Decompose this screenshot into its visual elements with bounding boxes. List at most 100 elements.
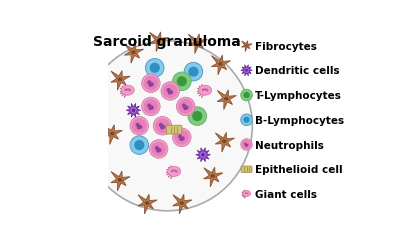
Circle shape — [172, 128, 191, 147]
Circle shape — [244, 68, 249, 74]
Circle shape — [181, 137, 185, 141]
Circle shape — [179, 138, 183, 141]
Circle shape — [144, 76, 158, 91]
Circle shape — [177, 77, 187, 87]
Circle shape — [149, 140, 168, 158]
Circle shape — [150, 64, 160, 74]
Circle shape — [244, 193, 246, 194]
Ellipse shape — [243, 191, 250, 197]
Circle shape — [184, 63, 203, 82]
Circle shape — [146, 59, 164, 78]
Polygon shape — [241, 66, 252, 76]
Ellipse shape — [218, 63, 223, 66]
Circle shape — [150, 106, 154, 110]
Circle shape — [151, 142, 166, 157]
Circle shape — [188, 108, 206, 126]
Ellipse shape — [180, 202, 184, 205]
Circle shape — [137, 126, 141, 130]
Text: Epithelioid cell: Epithelioid cell — [255, 164, 343, 174]
Circle shape — [178, 135, 182, 139]
Ellipse shape — [156, 40, 161, 44]
Circle shape — [246, 144, 248, 147]
Circle shape — [156, 149, 160, 153]
Circle shape — [172, 73, 191, 91]
Circle shape — [241, 139, 252, 151]
FancyBboxPatch shape — [166, 126, 182, 134]
Circle shape — [243, 117, 250, 123]
Circle shape — [204, 89, 207, 92]
Circle shape — [241, 114, 252, 126]
Polygon shape — [138, 194, 157, 214]
Circle shape — [161, 125, 166, 130]
Circle shape — [127, 89, 130, 92]
Polygon shape — [103, 125, 122, 145]
Polygon shape — [126, 104, 141, 118]
Circle shape — [169, 91, 173, 95]
Circle shape — [168, 91, 172, 95]
Circle shape — [136, 123, 140, 127]
Circle shape — [150, 83, 154, 87]
Text: Dendritic cells: Dendritic cells — [255, 66, 340, 76]
Circle shape — [246, 192, 248, 194]
Ellipse shape — [131, 51, 136, 55]
Polygon shape — [215, 133, 234, 152]
Polygon shape — [242, 42, 252, 52]
Polygon shape — [188, 35, 208, 54]
Circle shape — [159, 123, 163, 127]
Ellipse shape — [224, 98, 228, 101]
Text: B-Lymphocytes: B-Lymphocytes — [255, 115, 344, 125]
Circle shape — [188, 67, 198, 78]
Circle shape — [244, 143, 247, 146]
Circle shape — [245, 145, 248, 147]
Circle shape — [155, 119, 170, 134]
Text: Fibrocytes: Fibrocytes — [255, 42, 317, 51]
Circle shape — [174, 130, 189, 145]
Polygon shape — [211, 56, 231, 76]
Ellipse shape — [145, 202, 149, 205]
Ellipse shape — [222, 140, 226, 143]
Ellipse shape — [195, 42, 200, 45]
Circle shape — [183, 107, 187, 111]
Circle shape — [142, 98, 160, 116]
Polygon shape — [111, 171, 130, 191]
Polygon shape — [204, 168, 223, 187]
Text: T-Lymphocytes: T-Lymphocytes — [255, 91, 342, 101]
Circle shape — [147, 81, 151, 85]
Circle shape — [132, 109, 135, 112]
Circle shape — [241, 90, 252, 102]
Polygon shape — [124, 44, 144, 64]
Circle shape — [124, 89, 127, 92]
Polygon shape — [150, 33, 169, 52]
Circle shape — [158, 148, 162, 152]
Circle shape — [147, 104, 151, 108]
Polygon shape — [196, 148, 210, 162]
Circle shape — [130, 136, 148, 155]
Text: Sarcoid granuloma: Sarcoid granuloma — [94, 35, 241, 49]
Circle shape — [182, 104, 186, 108]
Circle shape — [243, 92, 250, 99]
Circle shape — [163, 84, 178, 99]
Ellipse shape — [198, 86, 212, 96]
Text: Neutrophils: Neutrophils — [255, 140, 324, 150]
Circle shape — [82, 42, 252, 211]
Circle shape — [202, 154, 205, 157]
Circle shape — [206, 90, 208, 92]
FancyBboxPatch shape — [241, 166, 252, 173]
Circle shape — [148, 107, 152, 111]
Ellipse shape — [245, 45, 248, 47]
Circle shape — [184, 106, 189, 110]
Polygon shape — [173, 194, 192, 214]
Circle shape — [160, 126, 164, 130]
Text: Giant cells: Giant cells — [255, 189, 317, 199]
Ellipse shape — [168, 167, 181, 177]
Circle shape — [130, 108, 137, 114]
Circle shape — [245, 70, 248, 72]
Circle shape — [155, 146, 159, 150]
Circle shape — [202, 89, 204, 92]
Circle shape — [242, 140, 251, 149]
Ellipse shape — [210, 174, 215, 178]
Circle shape — [138, 125, 142, 130]
Circle shape — [166, 89, 170, 93]
Circle shape — [134, 140, 144, 150]
Polygon shape — [111, 71, 130, 91]
